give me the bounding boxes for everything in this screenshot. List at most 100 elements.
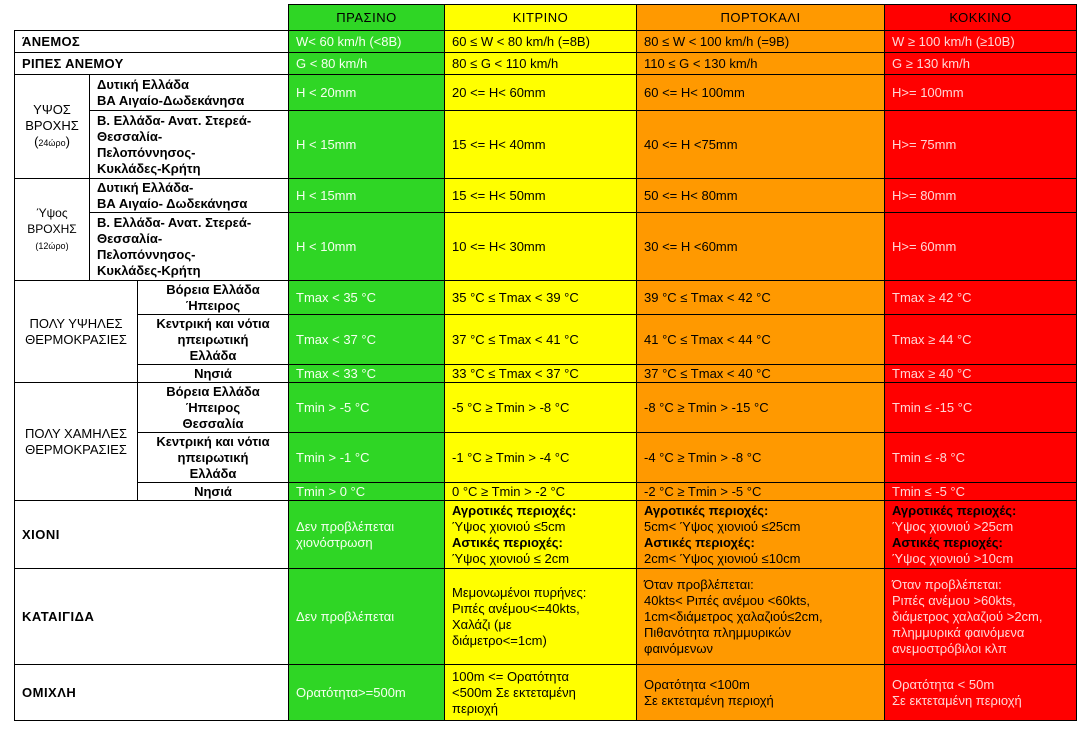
heat-north-region: Βόρεια Ελλάδα Ήπειρος bbox=[136, 280, 290, 315]
rain12-east-row: Β. Ελλάδα- Ανατ. Στερεά- Θεσσαλία- Πελοπ… bbox=[15, 212, 1078, 281]
cold-north-region: Βόρεια Ελλάδα Ήπειρος Θεσσαλία bbox=[136, 382, 290, 433]
rain24-label-period: 24ώρο bbox=[38, 138, 66, 148]
header-orange: ΠΟΡΤΟΚΑΛΙ bbox=[636, 4, 886, 31]
fog-orange: Ορατότητα <100m Σε εκτεταμένη περιοχή bbox=[636, 664, 886, 721]
rain24-west-row: ΥΨΟΣ ΒΡΟΧΗΣ (24ώρο) Δυτική Ελλάδα ΒΑ Αιγ… bbox=[14, 74, 1078, 179]
heat-islands-yellow: 33 °C ≤ Tmax < 37 °C bbox=[444, 364, 638, 383]
cold-central-yellow: -1 °C ≥ Tmin > -4 °C bbox=[444, 432, 638, 483]
snow-orange: Αγροτικές περιοχές: 5cm< Ύψος χιονιού ≤2… bbox=[636, 500, 886, 569]
snow-yellow-urban-label: Αστικές περιοχές: bbox=[452, 534, 563, 550]
heat-islands-red: Tmax ≥ 40 °C bbox=[884, 364, 1078, 383]
warning-thresholds-table: ΠΡΑΣΙΝΟ ΚΙΤΡΙΝΟ ΠΟΡΤΟΚΑΛΙ ΚΟΚΚΙΝΟ ΆΝΕΜΟΣ… bbox=[13, 4, 1078, 721]
heat-north-orange: 39 °C ≤ Tmax < 42 °C bbox=[636, 280, 886, 315]
header-red: ΚΟΚΚΙΝΟ bbox=[884, 4, 1078, 31]
rain24-east-yellow: 15 <= H< 40mm bbox=[444, 110, 638, 179]
heat-north-row: ΠΟΛΥ ΥΨΗΛΕΣ ΘΕΡΜΟΚΡΑΣΙΕΣ Βόρεια Ελλάδα Ή… bbox=[14, 280, 1078, 383]
cold-islands-region: Νησιά bbox=[136, 482, 290, 501]
rain24-west-region: Δυτική Ελλάδα ΒΑ Αιγαίο-Δωδεκάνησα bbox=[88, 74, 290, 111]
snow-red-urban: Ύψος χιονιού >10cm bbox=[892, 550, 1014, 566]
wind-label: ΆΝΕΜΟΣ bbox=[13, 30, 290, 53]
snow-orange-rural-label: Αγροτικές περιοχές: bbox=[644, 502, 769, 518]
rain12-west-region: Δυτική Ελλάδα- ΒΑ Αιγαίο- Δωδεκάνησα bbox=[88, 178, 290, 213]
storm-green: Δεν προβλέπεται bbox=[288, 568, 446, 665]
wind-red: W ≥ 100 km/h (≥10B) bbox=[884, 30, 1078, 53]
heat-central-green: Tmax < 37 °C bbox=[288, 314, 446, 365]
rain24-label-main: ΥΨΟΣ ΒΡΟΧΗΣ ( bbox=[25, 102, 79, 149]
heat-islands-orange: 37 °C ≤ Tmax < 40 °C bbox=[636, 364, 886, 383]
snow-yellow-rural-label: Αγροτικές περιοχές: bbox=[452, 502, 577, 518]
snow-green: Δεν προβλέπεται χιονόστρωση bbox=[288, 500, 446, 569]
rain12-east-green: H < 10mm bbox=[288, 212, 446, 281]
rain12-label-period: (12ώρο) bbox=[35, 241, 69, 251]
cold-central-red: Tmin ≤ -8 °C bbox=[884, 432, 1078, 483]
snow-orange-rural: 5cm< Ύψος χιονιού ≤25cm bbox=[644, 518, 801, 534]
header-blank bbox=[14, 4, 289, 31]
cold-central-row: Κεντρική και νότια ηπειρωτική Ελλάδα Tmi… bbox=[15, 432, 1078, 483]
gusts-red: G ≥ 130 km/h bbox=[884, 52, 1078, 75]
rain12-east-yellow: 10 <= H< 30mm bbox=[444, 212, 638, 281]
gusts-orange: 110 ≤ G < 130 km/h bbox=[636, 52, 886, 75]
cold-label: ΠΟΛΥ ΧΑΜΗΛΕΣ ΘΕΡΜΟΚΡΑΣΙΕΣ bbox=[14, 382, 138, 501]
storm-red: Όταν προβλέπεται: Ριπές ανέμου >60kts, δ… bbox=[884, 568, 1078, 665]
rain24-west-yellow: 20 <= H< 60mm bbox=[444, 74, 638, 111]
header-row: ΠΡΑΣΙΝΟ ΚΙΤΡΙΝΟ ΠΟΡΤΟΚΑΛΙ ΚΟΚΚΙΝΟ bbox=[14, 4, 1078, 31]
gusts-yellow: 80 ≤ G < 110 km/h bbox=[444, 52, 638, 75]
rain12-west-red: H>= 80mm bbox=[884, 178, 1078, 213]
heat-islands-row: Νησιά Tmax < 33 °C 33 °C ≤ Tmax < 37 °C … bbox=[15, 364, 1078, 383]
snow-red: Αγροτικές περιοχές: Ύψος χιονιού >25cm Α… bbox=[884, 500, 1078, 569]
heat-central-yellow: 37 °C ≤ Tmax < 41 °C bbox=[444, 314, 638, 365]
fog-row: ΟΜΙΧΛΗ Ορατότητα>=500m 100m <= Ορατότητα… bbox=[13, 664, 1078, 721]
gusts-label: ΡΙΠΕΣ ΑΝΕΜΟΥ bbox=[13, 52, 290, 75]
wind-green: W< 60 km/h (<8B) bbox=[288, 30, 446, 53]
heat-north-green: Tmax < 35 °C bbox=[288, 280, 446, 315]
rain12-west-row: Ύψος ΒΡΟΧΗΣ (12ώρο) Δυτική Ελλάδα- ΒΑ Αι… bbox=[14, 178, 1078, 281]
rain24-east-row: Β. Ελλάδα- Ανατ. Στερεά- Θεσσαλία- Πελοπ… bbox=[15, 110, 1078, 179]
heat-islands-region: Νησιά bbox=[136, 364, 290, 383]
snow-yellow-urban: Ύψος χιονιού ≤ 2cm bbox=[452, 550, 570, 566]
rain12-east-orange: 30 <= H <60mm bbox=[636, 212, 886, 281]
rain24-label: ΥΨΟΣ ΒΡΟΧΗΣ (24ώρο) bbox=[14, 74, 90, 179]
cold-north-yellow: -5 °C ≥ Tmin > -8 °C bbox=[444, 382, 638, 433]
rain24-label-close: ) bbox=[65, 134, 70, 149]
heat-central-red: Tmax ≥ 44 °C bbox=[884, 314, 1078, 365]
snow-row: ΧΙΟΝΙ Δεν προβλέπεται χιονόστρωση Αγροτι… bbox=[13, 500, 1078, 569]
rain24-west-green: H < 20mm bbox=[288, 74, 446, 111]
fog-green: Ορατότητα>=500m bbox=[288, 664, 446, 721]
rain24-west-orange: 60 <= H< 100mm bbox=[636, 74, 886, 111]
cold-central-region: Κεντρική και νότια ηπειρωτική Ελλάδα bbox=[136, 432, 290, 483]
cold-north-row: ΠΟΛΥ ΧΑΜΗΛΕΣ ΘΕΡΜΟΚΡΑΣΙΕΣ Βόρεια Ελλάδα … bbox=[14, 382, 1078, 501]
snow-red-rural: Ύψος χιονιού >25cm bbox=[892, 518, 1014, 534]
rain24-east-region: Β. Ελλάδα- Ανατ. Στερεά- Θεσσαλία- Πελοπ… bbox=[88, 110, 290, 179]
rain12-east-region: Β. Ελλάδα- Ανατ. Στερεά- Θεσσαλία- Πελοπ… bbox=[88, 212, 290, 281]
heat-label: ΠΟΛΥ ΥΨΗΛΕΣ ΘΕΡΜΟΚΡΑΣΙΕΣ bbox=[14, 280, 138, 383]
cold-islands-green: Tmin > 0 °C bbox=[288, 482, 446, 501]
storm-label: ΚΑΤΑΙΓΙΔΑ bbox=[13, 568, 290, 665]
fog-red: Ορατότητα < 50m Σε εκτεταμένη περιοχή bbox=[884, 664, 1078, 721]
rain12-west-green: H < 15mm bbox=[288, 178, 446, 213]
rain24-west-red: H>= 100mm bbox=[884, 74, 1078, 111]
fog-yellow: 100m <= Ορατότητα <500m Σε εκτεταμένη πε… bbox=[444, 664, 638, 721]
rain12-east-red: H>= 60mm bbox=[884, 212, 1078, 281]
cold-islands-orange: -2 °C ≥ Tmin > -5 °C bbox=[636, 482, 886, 501]
cold-islands-row: Νησιά Tmin > 0 °C 0 °C ≥ Tmin > -2 °C -2… bbox=[15, 482, 1078, 501]
heat-central-row: Κεντρική και νότια ηπειρωτική Ελλάδα Tma… bbox=[15, 314, 1078, 365]
snow-red-urban-label: Αστικές περιοχές: bbox=[892, 534, 1003, 550]
rain12-west-yellow: 15 <= H< 50mm bbox=[444, 178, 638, 213]
rain12-label-main: Ύψος ΒΡΟΧΗΣ bbox=[27, 206, 77, 236]
rain24-east-green: H < 15mm bbox=[288, 110, 446, 179]
cold-north-orange: -8 °C ≥ Tmin > -15 °C bbox=[636, 382, 886, 433]
gusts-row: ΡΙΠΕΣ ΑΝΕΜΟΥ G < 80 km/h 80 ≤ G < 110 km… bbox=[13, 52, 1078, 75]
header-yellow: ΚΙΤΡΙΝΟ bbox=[444, 4, 638, 31]
snow-label: ΧΙΟΝΙ bbox=[13, 500, 290, 569]
heat-north-red: Tmax ≥ 42 °C bbox=[884, 280, 1078, 315]
heat-islands-green: Tmax < 33 °C bbox=[288, 364, 446, 383]
storm-orange: Όταν προβλέπεται: 40kts< Ριπές ανέμου <6… bbox=[636, 568, 886, 665]
storm-row: ΚΑΤΑΙΓΙΔΑ Δεν προβλέπεται Μεμονωμένοι πυ… bbox=[13, 568, 1078, 665]
wind-yellow: 60 ≤ W < 80 km/h (=8B) bbox=[444, 30, 638, 53]
wind-row: ΆΝΕΜΟΣ W< 60 km/h (<8B) 60 ≤ W < 80 km/h… bbox=[13, 30, 1078, 53]
heat-north-yellow: 35 °C ≤ Tmax < 39 °C bbox=[444, 280, 638, 315]
snow-yellow-rural: Ύψος χιονιού ≤5cm bbox=[452, 518, 566, 534]
rain24-east-red: H>= 75mm bbox=[884, 110, 1078, 179]
snow-orange-urban-label: Αστικές περιοχές: bbox=[644, 534, 755, 550]
header-green: ΠΡΑΣΙΝΟ bbox=[288, 4, 446, 31]
